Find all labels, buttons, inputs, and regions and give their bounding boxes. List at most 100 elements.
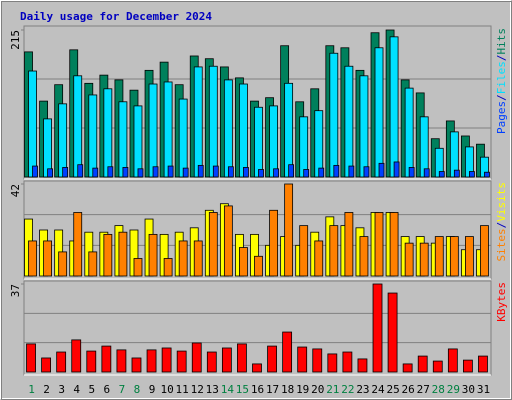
bar: [359, 75, 369, 178]
bar: [344, 65, 354, 178]
bar: [299, 225, 309, 277]
bar: [176, 350, 187, 373]
bar: [73, 212, 83, 277]
bar: [363, 166, 370, 178]
bar: [312, 348, 323, 373]
legend-separator: /: [495, 55, 508, 62]
bar: [163, 81, 173, 178]
bar: [103, 88, 113, 178]
bar: [282, 331, 293, 373]
bar: [193, 66, 203, 178]
bar: [116, 349, 127, 373]
bar: [423, 168, 430, 178]
bar: [101, 345, 112, 373]
bar: [208, 212, 218, 277]
x-tick-label: 17: [266, 383, 279, 396]
bar: [56, 351, 67, 373]
x-tick-label: 23: [356, 383, 369, 396]
x-tick-label: 13: [206, 383, 219, 396]
bar: [267, 345, 277, 373]
x-tick-label: 16: [251, 383, 264, 396]
bar: [299, 116, 309, 178]
bar: [118, 101, 128, 178]
bar: [273, 168, 279, 178]
bar: [463, 359, 473, 373]
bar: [314, 240, 324, 277]
bar: [133, 258, 143, 277]
x-tick-label: 19: [296, 383, 309, 396]
bar: [182, 167, 189, 178]
bar: [43, 240, 52, 277]
bar: [284, 183, 294, 277]
bar: [404, 242, 414, 277]
bar: [206, 351, 217, 373]
bar: [419, 242, 429, 277]
x-tick-label: 26: [402, 383, 415, 396]
y-tick-label: 215: [9, 30, 22, 50]
x-tick-label: 29: [447, 383, 460, 396]
x-tick-label: 22: [341, 383, 354, 396]
bar: [432, 360, 443, 373]
bar: [167, 165, 174, 178]
bar: [469, 171, 475, 178]
bar: [348, 165, 355, 178]
x-tick-label: 18: [281, 383, 294, 396]
bar: [122, 167, 129, 178]
bar: [465, 236, 474, 277]
bar: [303, 169, 310, 178]
bar: [191, 342, 202, 373]
bar: [243, 167, 249, 178]
legend-label: KBytes: [495, 282, 508, 322]
bar: [178, 98, 188, 178]
bar: [131, 357, 142, 373]
bar: [297, 346, 308, 373]
bar: [73, 75, 83, 178]
bar: [88, 94, 98, 178]
bar: [28, 70, 37, 178]
bar: [284, 82, 294, 178]
bar: [58, 103, 68, 178]
x-tick-label: 7: [119, 383, 126, 396]
bar: [374, 212, 384, 277]
legend-separator: /: [495, 222, 508, 229]
x-tick-label: 30: [462, 383, 475, 396]
bar: [133, 105, 143, 178]
bar: [254, 255, 263, 277]
bar: [146, 349, 157, 373]
bar: [408, 167, 415, 178]
bar: [32, 165, 38, 178]
bar: [269, 209, 278, 277]
bar: [378, 162, 385, 178]
bar: [163, 258, 173, 277]
bar: [327, 353, 338, 373]
bar: [359, 236, 369, 277]
bar: [148, 233, 158, 277]
x-tick-label: 11: [176, 383, 189, 396]
bar: [393, 161, 400, 178]
y-tick-label: 42: [9, 184, 22, 197]
bar: [389, 36, 399, 178]
bar: [47, 168, 53, 178]
legend-label: Pages/Files/Hits: [495, 28, 508, 134]
bar: [26, 343, 36, 373]
x-tick-label: 1: [28, 383, 35, 396]
bar: [252, 363, 262, 373]
bar: [223, 205, 233, 277]
bar: [357, 358, 368, 373]
bar: [269, 105, 278, 178]
bar: [237, 343, 247, 373]
x-tick-label: 4: [73, 383, 80, 396]
legend-entry: Sites: [495, 228, 508, 261]
bar: [239, 83, 248, 178]
legend-entry: Pages: [495, 101, 508, 134]
bar: [178, 240, 188, 277]
bar: [41, 357, 51, 373]
bar: [417, 355, 428, 373]
legend-separator: /: [495, 94, 508, 101]
bar: [318, 167, 325, 178]
x-tick-label: 14: [221, 383, 235, 396]
y-tick-label: 37: [9, 284, 22, 297]
bar: [484, 171, 490, 178]
